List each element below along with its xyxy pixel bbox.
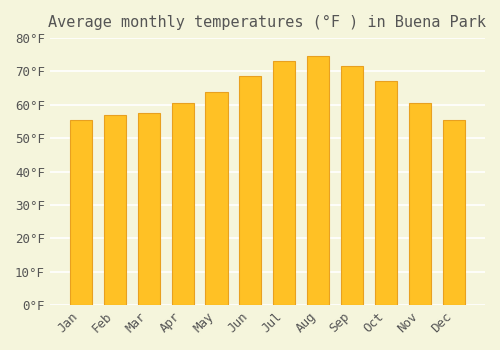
Bar	[342, 66, 363, 305]
Bar	[138, 113, 160, 305]
Bar	[443, 120, 465, 305]
Bar	[206, 91, 228, 305]
Title: Average monthly temperatures (°F ) in Buena Park: Average monthly temperatures (°F ) in Bu…	[48, 15, 486, 30]
Bar	[375, 82, 398, 305]
Bar	[308, 56, 330, 305]
Bar	[409, 103, 432, 305]
Bar	[104, 115, 126, 305]
Bar	[240, 77, 262, 305]
Bar	[70, 120, 92, 305]
Bar	[274, 62, 295, 305]
Bar	[172, 103, 194, 305]
